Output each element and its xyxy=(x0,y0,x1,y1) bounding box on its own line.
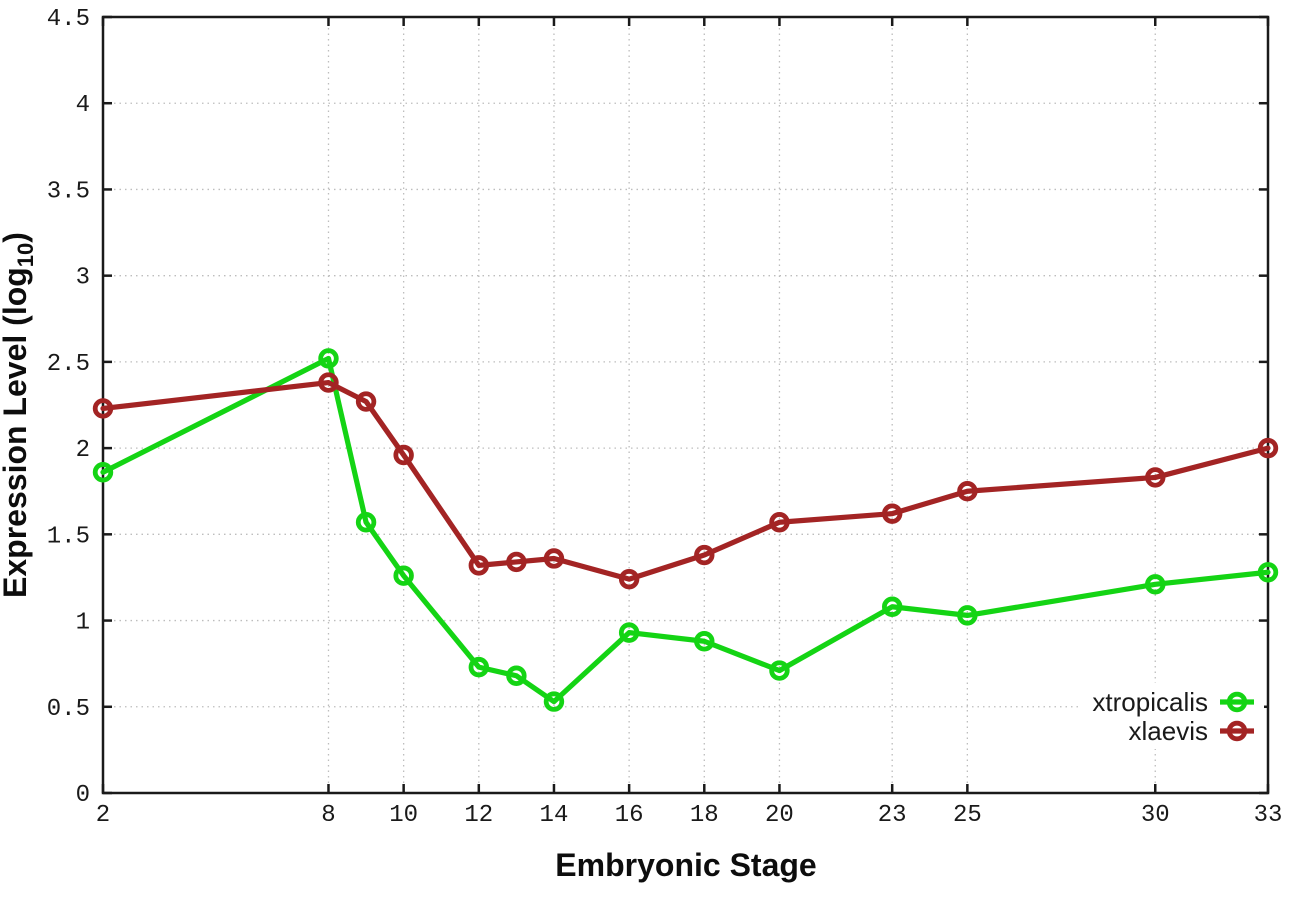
y-tick-label: 2.5 xyxy=(47,351,90,378)
data-point-xlaevis xyxy=(769,512,790,533)
data-point-xlaevis xyxy=(957,481,978,502)
data-point-xtropicalis xyxy=(618,622,640,643)
y-tick-label: 0.5 xyxy=(47,696,90,723)
x-tick-label: 18 xyxy=(690,802,719,829)
x-tick-label: 12 xyxy=(464,802,493,829)
data-point-xtropicalis xyxy=(393,565,414,586)
data-point-xlaevis xyxy=(393,444,414,466)
data-point-xtropicalis xyxy=(881,596,903,617)
data-point-xlaevis xyxy=(318,372,339,393)
data-point-xlaevis xyxy=(355,391,377,412)
x-tick-label: 14 xyxy=(540,802,569,829)
x-tick-label: 10 xyxy=(389,802,418,829)
data-point-xlaevis xyxy=(468,555,490,576)
legend-marker-xtropicalis-icon xyxy=(1226,691,1248,713)
y-tick-label: 4 xyxy=(76,92,90,119)
x-axis-title: Embryonic Stage xyxy=(555,847,816,883)
series-line-xlaevis xyxy=(100,379,1271,582)
data-point-xlaevis xyxy=(694,544,715,566)
legend-marker-xlaevis-icon xyxy=(1226,720,1248,742)
series-layer xyxy=(92,348,1279,712)
axis-ticks xyxy=(101,15,1270,795)
data-point-xlaevis xyxy=(1145,467,1166,488)
x-tick-label: 2 xyxy=(96,802,110,829)
data-point-xtropicalis xyxy=(1145,574,1166,595)
data-point-xlaevis xyxy=(1257,437,1279,459)
y-axis-title: Expression Level (log10) xyxy=(0,232,38,598)
y-tick-label: 3 xyxy=(76,265,90,292)
data-point-xtropicalis xyxy=(468,656,490,678)
x-tick-label: 20 xyxy=(765,802,794,829)
data-point-xtropicalis xyxy=(694,631,715,652)
x-tick-label: 8 xyxy=(321,802,335,829)
data-point-xtropicalis xyxy=(769,660,790,681)
data-point-xlaevis xyxy=(92,398,114,419)
legend: xtropicalis xlaevis xyxy=(1078,683,1264,749)
legend-label-xtropicalis: xtropicalis xyxy=(1092,687,1208,717)
data-point-xlaevis xyxy=(618,568,640,590)
data-point-xtropicalis xyxy=(543,691,565,712)
x-tick-label: 25 xyxy=(953,802,982,829)
y-tick-label: 1.5 xyxy=(47,523,90,550)
y-tick-labels: 0 0.5 1 1.5 2 2.5 3 3.5 4 4.5 xyxy=(47,6,90,809)
x-tick-label: 30 xyxy=(1141,802,1170,829)
data-point-xtropicalis xyxy=(957,605,978,626)
plot-border xyxy=(101,15,1270,795)
x-tick-label: 23 xyxy=(878,802,907,829)
y-tick-label: 1 xyxy=(76,610,90,637)
x-tick-label: 33 xyxy=(1254,802,1283,829)
legend-label-xlaevis: xlaevis xyxy=(1129,716,1208,746)
data-point-xlaevis xyxy=(881,503,903,524)
y-tick-label: 2 xyxy=(76,437,90,464)
data-point-xlaevis xyxy=(543,548,565,569)
data-point-xtropicalis xyxy=(355,512,377,533)
x-tick-label: 16 xyxy=(615,802,644,829)
data-point-xtropicalis xyxy=(506,665,527,686)
data-point-xlaevis xyxy=(506,551,527,573)
x-tick-labels: 2 8 10 12 14 16 18 20 23 25 30 33 xyxy=(96,802,1283,829)
data-point-xtropicalis xyxy=(318,348,339,369)
y-tick-label: 3.5 xyxy=(47,178,90,205)
series-line-xtropicalis xyxy=(100,355,1271,705)
data-point-xtropicalis xyxy=(92,462,114,483)
data-point-xtropicalis xyxy=(1257,562,1279,583)
y-tick-label: 0 xyxy=(76,782,90,809)
y-tick-label: 4.5 xyxy=(47,6,90,33)
